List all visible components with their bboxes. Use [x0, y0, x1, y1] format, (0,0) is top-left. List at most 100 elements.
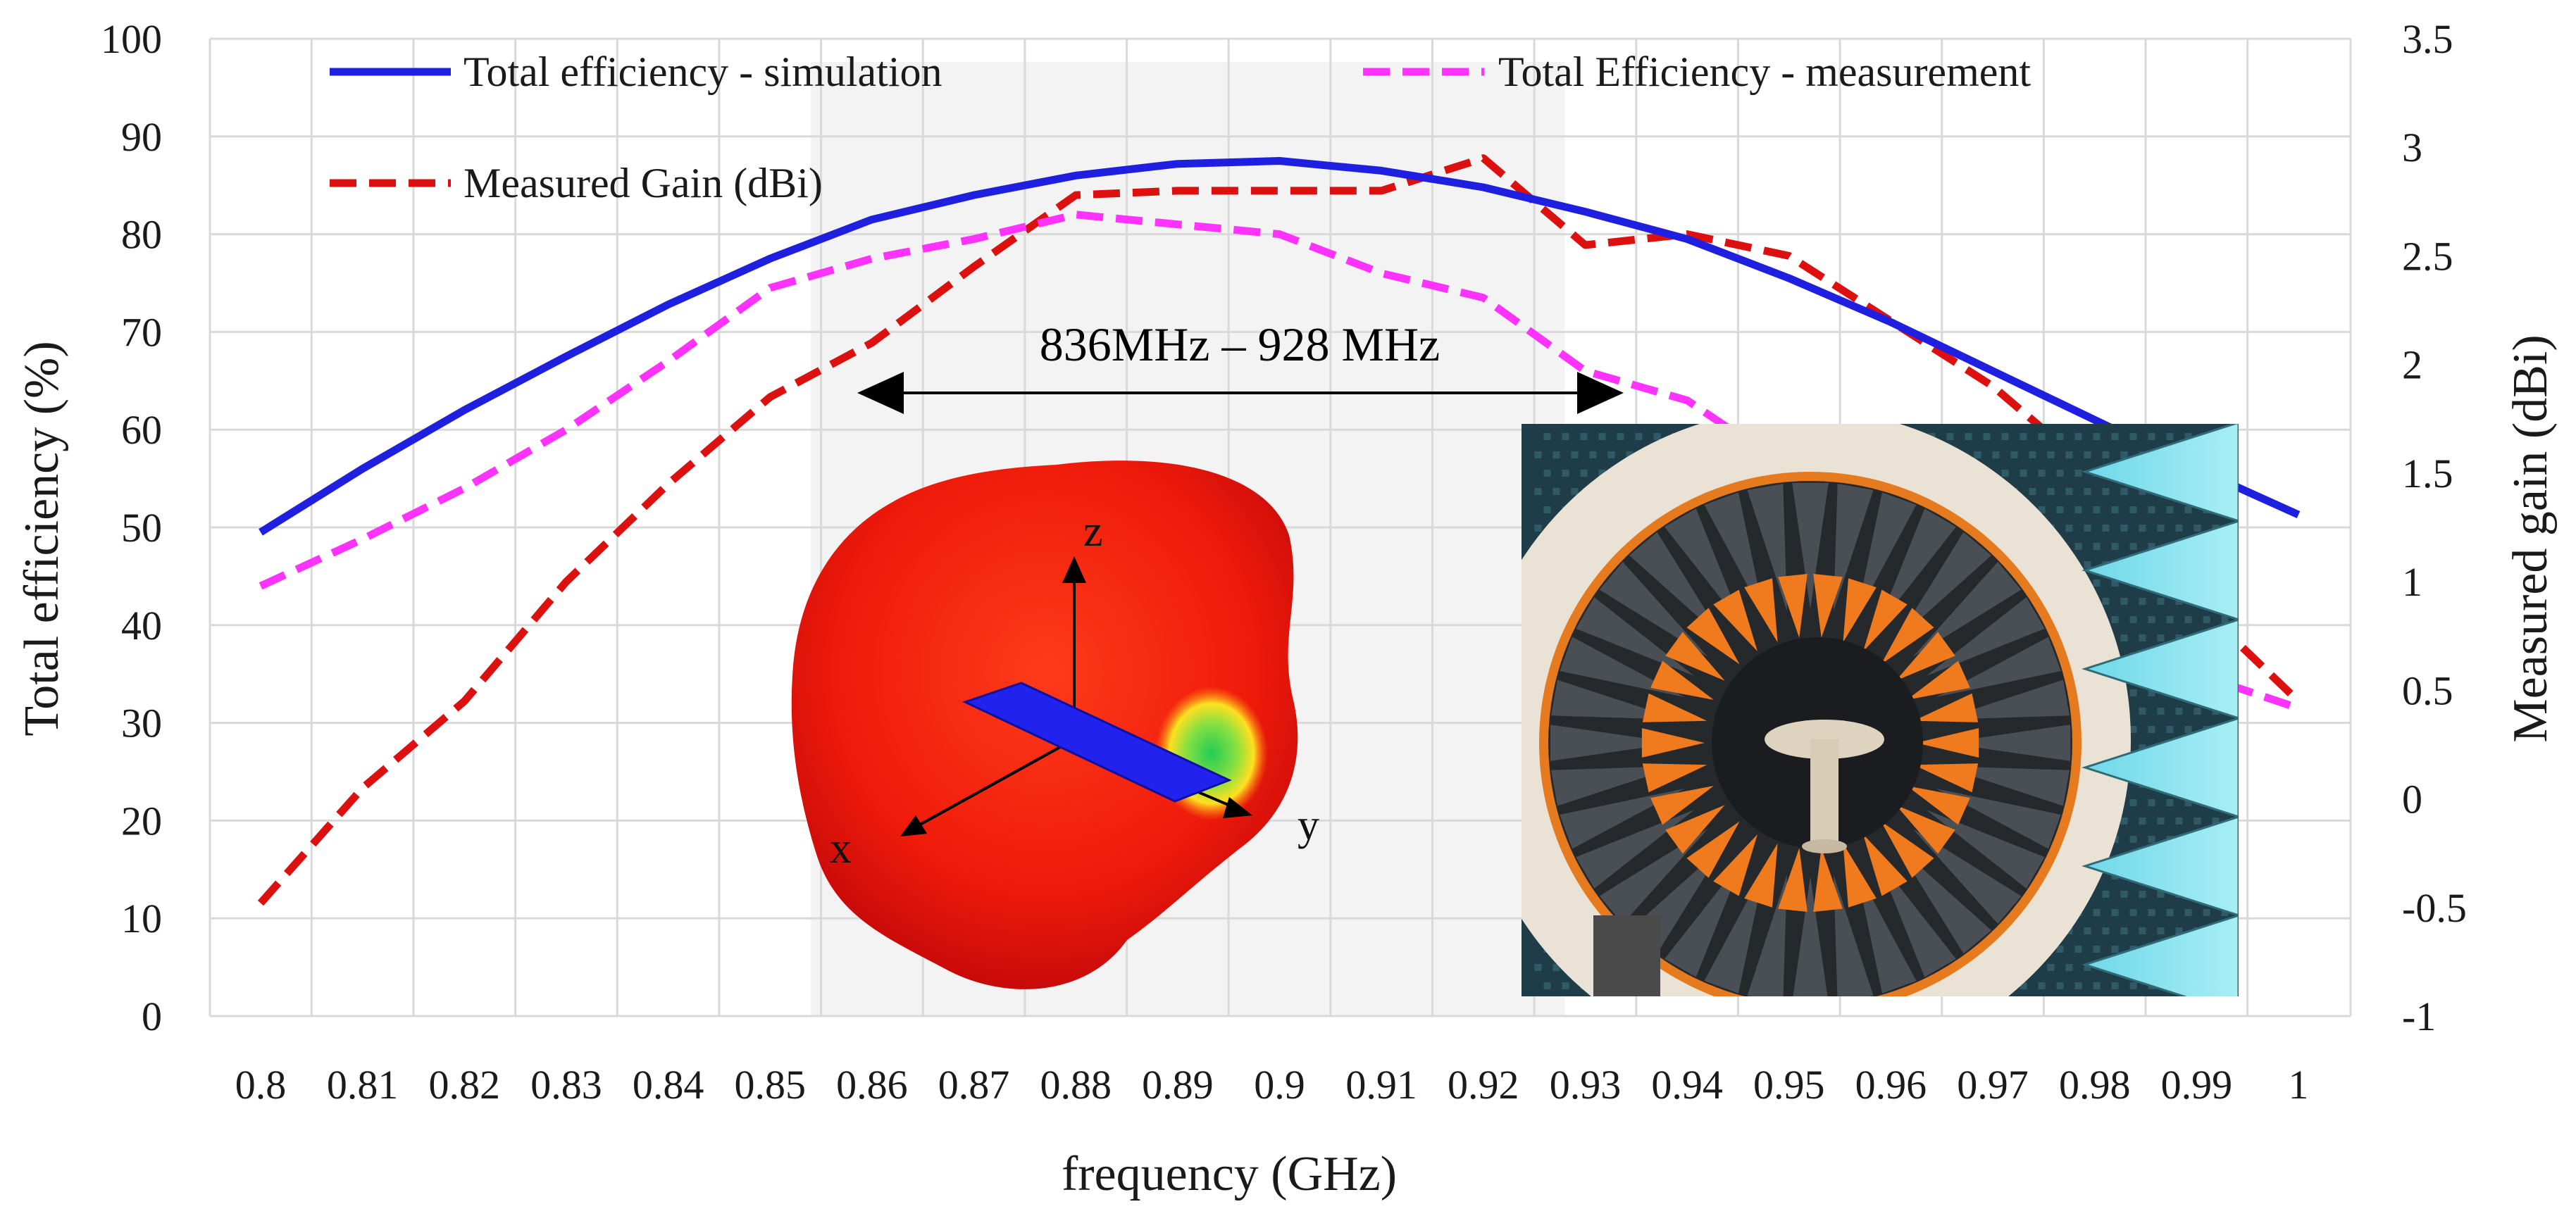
absorber-pyramid — [2093, 946, 2101, 953]
absorber-pyramid — [1598, 433, 1606, 440]
absorber-pyramid — [2184, 799, 2192, 806]
absorber-cone — [2082, 914, 2239, 996]
absorber-spike-orange — [1907, 786, 1970, 825]
absorber-pyramid — [2139, 598, 2146, 605]
x-tick-label: 0.81 — [327, 1062, 399, 1108]
absorber-pyramid — [2139, 708, 2146, 715]
x-tick-label: 0.96 — [1855, 1062, 1927, 1108]
absorber-spike — [1599, 562, 1708, 657]
absorber-pyramid — [2038, 433, 2046, 440]
absorber-pyramid — [2038, 470, 2046, 477]
absorber-pyramid — [1562, 433, 1569, 440]
absorber-pyramid — [2166, 799, 2174, 806]
absorber-pyramid — [1553, 451, 1560, 458]
absorber-pyramid — [2120, 927, 2128, 934]
left-axis-title: Total efficiency (%) — [15, 341, 69, 736]
absorber-pyramid — [2240, 433, 2247, 440]
left-tick-label: 70 — [121, 309, 162, 355]
absorber-pyramid — [2120, 451, 2128, 458]
absorber-spike-orange — [1863, 834, 1908, 896]
absorber-pyramid — [2184, 506, 2192, 513]
left-tick-label: 60 — [121, 407, 162, 453]
absorber-pyramid — [2203, 616, 2210, 623]
x-tick-label: 0.87 — [938, 1062, 1010, 1108]
absorber-spike-orange — [1778, 848, 1807, 912]
absorber-pyramid — [1543, 433, 1551, 440]
absorber-pyramid — [2047, 451, 2055, 458]
absorber-spike — [1912, 829, 2022, 924]
x-axis-line — [908, 738, 1075, 832]
absorber-spike-orange — [1881, 608, 1934, 665]
x-tick-label: 0.83 — [530, 1062, 602, 1108]
right-tick-label: 3 — [2402, 125, 2422, 170]
absorber-pyramid — [2139, 744, 2146, 751]
x-tick-label: 0.98 — [2059, 1062, 2131, 1108]
absorber-pyramid — [2157, 817, 2165, 825]
absorber-spike-orange — [1916, 728, 1979, 758]
band-label: 836MHz – 928 MHz — [1040, 318, 1441, 371]
absorber-pyramid — [2065, 488, 2073, 495]
absorber-pyramid — [1974, 451, 1981, 458]
absorber-pyramid — [2074, 433, 2082, 440]
absorber-pyramid — [2240, 946, 2247, 953]
absorber-pyramid — [2240, 763, 2247, 770]
absorber-pyramid — [1553, 488, 1560, 495]
series-line-gain — [257, 154, 2301, 906]
left-tick-label: 50 — [121, 505, 162, 551]
absorber-pyramid — [1534, 488, 1542, 495]
absorber-spike — [1747, 484, 1787, 611]
absorber-pyramid — [2102, 525, 2110, 532]
absorber-pyramid — [2148, 836, 2155, 843]
x-axis-title: frequency (GHz) — [1062, 1147, 1397, 1201]
absorber-pyramid — [2102, 598, 2110, 605]
right-tick-label: 2 — [2402, 342, 2422, 388]
absorber-pyramid — [2047, 488, 2055, 495]
absorber-pyramid — [2102, 451, 2110, 458]
right-tick-label: 1.5 — [2402, 451, 2453, 496]
absorber-pyramid — [2120, 598, 2128, 605]
absorber-pyramid — [1992, 451, 2000, 458]
absorber-spike-orange — [1881, 821, 1934, 878]
absorber-pyramid — [2157, 927, 2165, 934]
absorber-pyramid — [2084, 561, 2091, 568]
absorber-pyramid — [2102, 927, 2110, 934]
absorber-cone — [2082, 815, 2239, 917]
right-tick-label: 3.5 — [2402, 16, 2453, 62]
x-tick-label: 0.85 — [735, 1062, 807, 1108]
absorber-pyramid — [2084, 451, 2091, 458]
absorber-pyramid — [2111, 946, 2119, 953]
x-tick-label: 0.86 — [836, 1062, 908, 1108]
absorber-pyramid — [1580, 470, 1588, 477]
absorber-spike — [1599, 829, 1708, 924]
x-axis-ticks: 0.8 0.81 0.82 0.83 0.84 0.85 0.86 0.87 0.88 0.89 0… — [235, 1062, 2309, 1108]
absorber-pyramid — [2184, 726, 2192, 733]
absorber-pyramid — [2175, 708, 2183, 715]
absorber-spike-orange — [1896, 805, 1955, 854]
x-tick-label: 0.82 — [429, 1062, 501, 1108]
absorber-spike — [1926, 810, 2045, 889]
absorber-pyramid — [1589, 451, 1597, 458]
x-tick-label: 0.97 — [1957, 1062, 2029, 1108]
absorber-pyramid — [2240, 470, 2247, 477]
absorber-cone — [2082, 520, 2239, 621]
absorber-pyramid — [1562, 982, 1569, 989]
absorber-pyramid — [2111, 579, 2119, 587]
absorber-pyramid — [2129, 726, 2137, 733]
absorber-pyramid — [2129, 506, 2137, 513]
absorber-pyramid — [2221, 616, 2229, 623]
absorber-pyramid — [2240, 836, 2247, 843]
absorber-spike — [1665, 858, 1743, 977]
absorber-pyramid — [2111, 982, 2119, 989]
absorber-pyramid — [2120, 634, 2128, 641]
x-tick-label: 0.92 — [1448, 1062, 1519, 1108]
absorber-pyramid — [2020, 433, 2027, 440]
left-tick-label: 10 — [121, 896, 162, 941]
absorber-pyramid — [2056, 506, 2064, 513]
absorber-pyramid — [2074, 946, 2082, 953]
x-tick-label: 0.91 — [1345, 1062, 1417, 1108]
x-tick-label: 0.95 — [1753, 1062, 1825, 1108]
absorber-pyramid — [1965, 433, 1972, 440]
absorber-spike-orange — [1713, 834, 1757, 896]
absorber-pyramid — [1562, 470, 1569, 477]
absorber-pyramid — [2240, 579, 2247, 587]
